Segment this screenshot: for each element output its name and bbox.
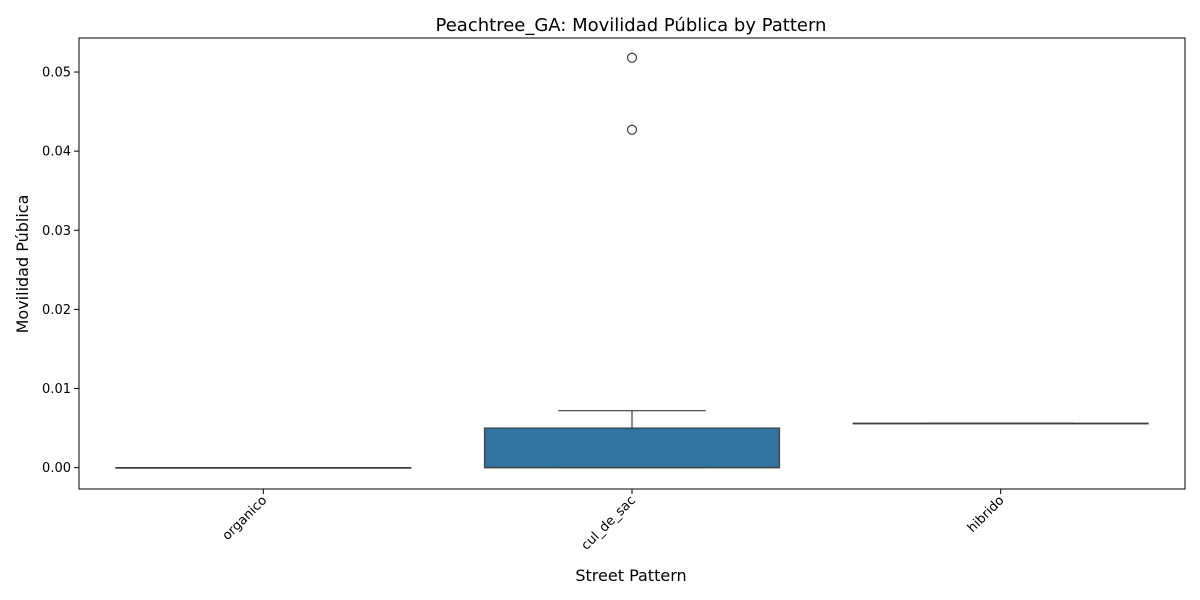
y-tick-label: 0.05 — [42, 66, 71, 81]
y-axis-label: Movilidad Pública — [13, 195, 32, 334]
box-organico — [115, 467, 412, 469]
box-hibrido — [852, 422, 1149, 425]
y-tick-label: 0.01 — [42, 382, 71, 397]
y-tick-label: 0.04 — [42, 145, 71, 160]
outlier-point — [626, 124, 638, 135]
x-tick-label: hibrido — [965, 493, 1008, 536]
x-axis: organico cul_de_sac hibrido — [220, 489, 1008, 553]
x-tick-label: cul_de_sac — [579, 493, 639, 553]
y-tick-label: 0.03 — [42, 224, 71, 239]
y-tick-label: 0.00 — [42, 461, 71, 476]
x-axis-label: Street Pattern — [575, 566, 686, 585]
outlier-point — [626, 52, 638, 63]
chart-title: Peachtree_GA: Movilidad Pública by Patte… — [436, 15, 827, 36]
y-axis: 0.00 0.01 0.02 0.03 0.04 0.05 — [42, 66, 79, 476]
plot-area — [78, 37, 1186, 490]
x-tick-label: organico — [220, 493, 270, 543]
box-rect — [483, 427, 781, 469]
box-cul_de_sac — [483, 52, 781, 469]
y-tick-label: 0.02 — [42, 303, 71, 318]
